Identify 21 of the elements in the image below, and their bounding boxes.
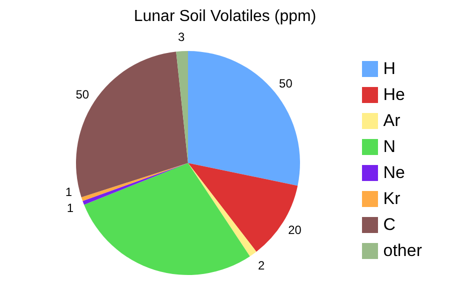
- legend-label: Kr: [383, 189, 400, 209]
- legend-label: H: [383, 59, 396, 79]
- chart-title: Lunar Soil Volatiles (ppm): [132, 8, 318, 27]
- legend-label: C: [383, 215, 396, 235]
- legend-label: Ar: [383, 111, 400, 131]
- data-label: 2: [258, 258, 265, 272]
- pie-slice: [76, 52, 188, 198]
- data-label: 50: [76, 87, 90, 102]
- data-label: 20: [288, 222, 302, 237]
- pie-slice: [84, 163, 250, 275]
- pie-slice: [176, 51, 188, 163]
- data-label: 1: [66, 200, 74, 215]
- data-label: 50: [279, 76, 293, 90]
- data-label: 3: [178, 30, 185, 44]
- legend-label: N: [383, 137, 396, 157]
- legend-label: Ne: [383, 163, 405, 183]
- pie-slice: [188, 163, 256, 256]
- legend-label: other: [383, 241, 422, 261]
- data-label: 1: [65, 184, 72, 199]
- legend-label: He: [383, 85, 405, 105]
- pie-slice: [188, 51, 300, 186]
